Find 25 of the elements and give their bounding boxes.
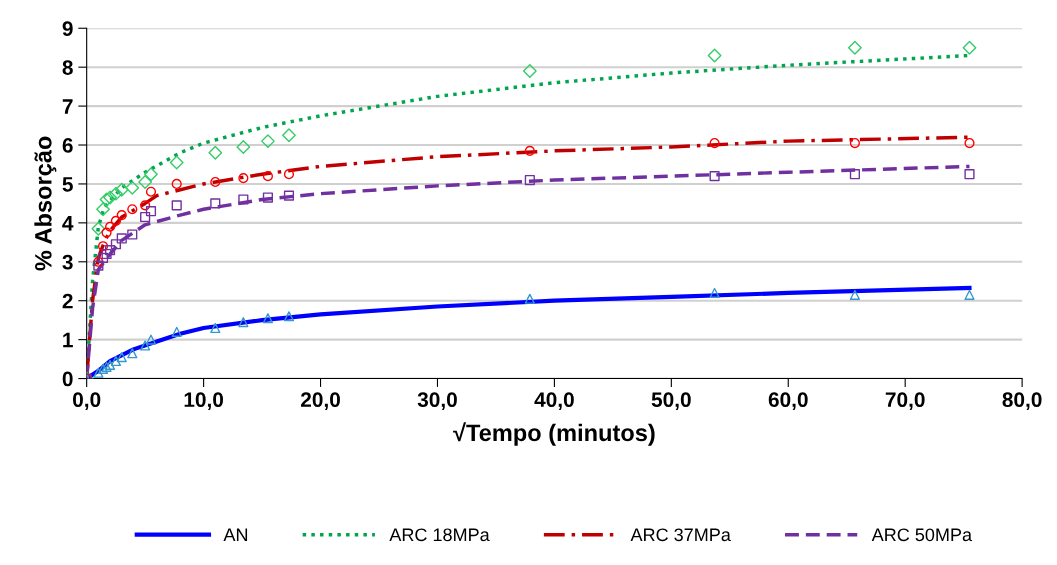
x-tick-label: 80,0 (1002, 392, 1042, 411)
x-tick-label: 0,0 (73, 392, 101, 411)
y-tick-label: 5 (62, 177, 73, 192)
y-tick-label: 4 (62, 216, 74, 231)
x-axis-title: √Tempo (minutos) (453, 422, 655, 446)
x-tick-label: 70,0 (885, 392, 925, 411)
x-tick-label: 10,0 (184, 392, 224, 411)
y-tick-label: 3 (62, 254, 73, 270)
legend-label: ARC 50MPa (871, 528, 973, 542)
y-tick-label: 9 (62, 21, 73, 36)
x-tick-label: 20,0 (300, 392, 340, 411)
y-tick-label: 1 (63, 332, 73, 348)
x-tick-label: 30,0 (417, 392, 457, 411)
x-tick-label: 60,0 (768, 392, 808, 411)
y-tick-label: 7 (62, 99, 73, 114)
y-tick-label: 0 (62, 371, 73, 387)
y-tick-label: 6 (62, 138, 73, 153)
y-tick-label: 2 (62, 293, 73, 309)
y-tick-label: 8 (62, 60, 73, 75)
y-axis-title: % Absorção (34, 136, 57, 271)
legend-label: ARC 18MPa (389, 528, 490, 542)
legend-label: AN (223, 528, 248, 541)
x-tick-label: 50,0 (651, 392, 691, 411)
legend-label: ARC 37MPa (630, 528, 731, 542)
x-tick-label: 40,0 (534, 392, 574, 411)
